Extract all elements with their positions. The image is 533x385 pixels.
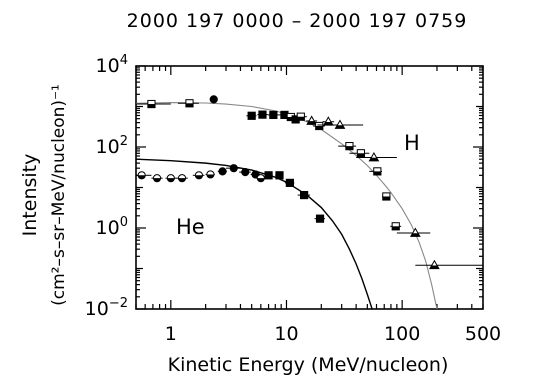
y-tick-label: 100 [96,215,128,239]
marker-fill-h [345,146,354,150]
data-point-h [396,227,431,237]
marker-h [209,95,218,104]
data-point-he [165,174,176,183]
marker-he [264,171,273,180]
series-label-h: H [404,131,420,155]
x-axis-title: Kinetic Energy (MeV/nucleon) [168,354,449,376]
fit-curve-h [136,102,438,309]
data-point-he [256,174,265,183]
series-label-he: He [176,215,205,239]
data-point-h [209,95,218,104]
data-point-h [338,142,357,151]
data-point-he [151,174,163,183]
marker-h [269,110,278,120]
marker-fill-h [335,125,345,129]
data-point-he [192,171,205,180]
data-point-h [136,99,171,109]
x-tick-label: 1 [165,323,177,345]
marker-fill-h [185,103,194,107]
marker-fill-h [287,117,295,121]
y-axis-units: (cm²–s–sr–MeV/nucleon)⁻¹ [49,84,69,306]
y-tick-label: 102 [96,134,128,158]
data-point-h [415,259,483,270]
data-point-h [317,119,364,129]
y-axis-title: Intensity [19,154,41,237]
data-point-he [175,174,188,183]
data-points [136,95,483,270]
marker-h [258,110,267,119]
marker-he [229,164,238,173]
marker-fill-he [167,178,175,182]
data-point-h [349,149,370,158]
data-point-h [313,121,325,131]
marker-fill-h [323,121,333,126]
marker-fill-h [429,265,439,269]
marker-he [241,168,250,177]
marker-fill-h [369,157,379,161]
data-point-h [257,110,268,119]
marker-fill-h [307,121,317,125]
fit-curve-he [136,158,373,309]
marker-fill-h [297,116,305,121]
marker-he [285,178,294,187]
marker-he [300,190,309,200]
y-tick-label: 104 [96,53,128,77]
chart-title: 2000 197 0000 – 2000 197 0759 [127,10,468,32]
data-point-he [205,170,215,179]
marker-fill-he [178,178,186,182]
marker-fill-h [373,171,381,175]
data-point-he [264,171,273,180]
marker-fill-he [195,175,203,179]
data-point-he [297,190,311,200]
data-point-h [177,99,199,108]
data-point-h [293,112,307,121]
data-point-he [314,214,325,223]
fit-curves [136,102,438,309]
data-point-h [306,115,318,125]
x-tick-label: 100 [384,323,420,345]
marker-he [218,167,227,176]
marker-fill-h [357,153,365,157]
marker-h [247,111,256,120]
data-point-h [356,152,397,162]
x-tick-label: 500 [465,323,501,345]
marker-fill-he [138,175,146,179]
marker-he [315,214,325,223]
data-point-he [275,171,284,180]
data-point-h [322,116,335,126]
marker-he [275,171,284,180]
data-point-he [226,164,241,173]
data-point-h [382,192,391,201]
marker-fill-he [206,174,215,179]
marker-fill-h [147,104,156,108]
marker-fill-h [410,233,420,237]
data-point-h [390,222,402,231]
x-tick-label: 10 [274,323,298,345]
data-point-he [284,178,295,187]
data-point-he [136,171,152,180]
x-axis-tick-labels: 1 10 100 500 [165,323,501,345]
data-point-h [369,167,383,176]
data-point-h [267,110,279,120]
marker-fill-he [257,178,265,182]
y-axis-tick-labels: 10−2 100 102 104 [85,53,128,320]
y-tick-label: 10−2 [85,296,128,320]
data-point-h [246,111,257,120]
data-point-he [239,168,251,177]
marker-fill-h [382,196,390,201]
marker-fill-he [153,178,161,182]
marker-fill-h [315,126,323,130]
marker-fill-h [392,226,400,230]
data-point-he [217,167,227,176]
